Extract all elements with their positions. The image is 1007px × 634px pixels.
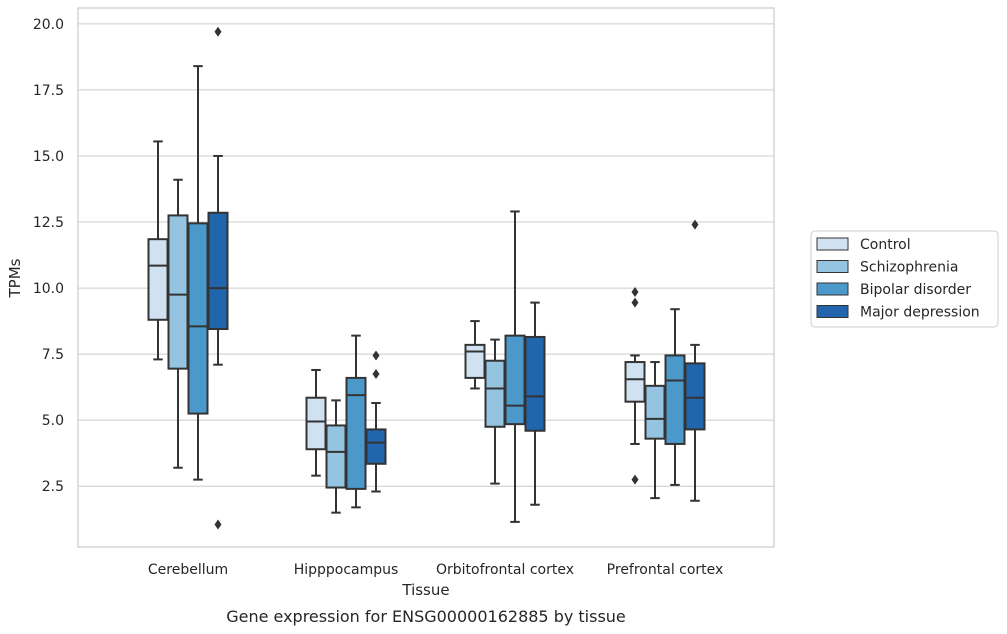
box-iqr — [325, 424, 347, 489]
box-bipolar-disorder — [664, 308, 686, 486]
box-iqr — [684, 362, 706, 431]
y-tick-labels: 2.5 5.0 7.5 10.0 12.5 15.0 17.5 20.0 — [33, 17, 64, 495]
outlier-marker — [631, 297, 639, 308]
box-iqr — [305, 396, 327, 451]
box-iqr — [464, 343, 486, 379]
box-iqr — [664, 354, 686, 445]
box-major-depression — [207, 26, 229, 530]
x-axis-label: Tissue — [401, 581, 449, 599]
y-tick-label: 7.5 — [42, 347, 64, 363]
box-iqr — [624, 361, 646, 403]
box-control — [305, 368, 327, 477]
outlier-marker — [214, 26, 222, 37]
x-tick-label: Orbitofrontal cortex — [436, 562, 574, 578]
y-axis-label: TPMs — [6, 258, 24, 298]
box-control — [464, 320, 486, 390]
y-tick-label: 15.0 — [33, 149, 64, 165]
box-schizophrenia — [325, 399, 347, 514]
box-iqr — [524, 335, 546, 432]
box-iqr — [187, 222, 209, 415]
legend-label: Schizophrenia — [860, 260, 958, 276]
box-groups — [147, 26, 706, 530]
y-tick-label: 10.0 — [33, 281, 64, 297]
legend-swatch — [816, 237, 849, 251]
box-control — [624, 287, 646, 485]
legend-label: Major depression — [860, 305, 980, 321]
box-major-depression — [684, 219, 706, 502]
box-major-depression — [365, 350, 387, 493]
box-bipolar-disorder — [504, 210, 526, 523]
y-tick-label: 17.5 — [33, 83, 64, 99]
box-iqr — [365, 428, 387, 465]
box-iqr — [147, 238, 169, 321]
plot-frame — [77, 7, 775, 548]
legend-swatch — [816, 305, 849, 318]
legend-label: Bipolar disorder — [860, 282, 971, 298]
y-tick-label: 20.0 — [33, 17, 64, 33]
box-iqr — [504, 334, 526, 426]
box-iqr — [644, 384, 666, 440]
box-bipolar-disorder — [345, 334, 367, 509]
box-iqr — [207, 211, 229, 331]
box-bipolar-disorder — [187, 65, 209, 481]
y-gridlines — [78, 23, 774, 487]
chart-caption: Gene expression for ENSG00000162885 by t… — [226, 607, 626, 626]
outlier-marker — [214, 519, 222, 530]
legend: Control Schizophrenia Bipolar disorder Majo… — [810, 230, 999, 328]
outlier-marker — [691, 219, 699, 230]
outlier-marker — [631, 474, 639, 485]
x-tick-label: Prefrontal cortex — [607, 562, 724, 578]
x-tick-label: Hipppocampus — [294, 562, 399, 578]
legend-swatch — [816, 260, 849, 273]
y-tick-label: 12.5 — [33, 215, 64, 231]
y-tick-label: 2.5 — [42, 479, 64, 495]
outlier-marker — [631, 287, 639, 298]
legend-swatch — [816, 282, 849, 296]
x-tick-labels: Cerebellum Hipppocampus Orbitofrontal cort… — [148, 562, 723, 578]
box-iqr — [484, 359, 506, 428]
outlier-marker — [372, 368, 380, 379]
outlier-marker — [372, 350, 380, 361]
legend-label: Control — [860, 237, 911, 253]
y-tick-label: 5.0 — [42, 413, 64, 429]
box-iqr — [167, 214, 189, 370]
x-tick-label: Cerebellum — [148, 562, 228, 578]
box-major-depression — [524, 301, 546, 506]
legend-frame — [810, 230, 999, 328]
